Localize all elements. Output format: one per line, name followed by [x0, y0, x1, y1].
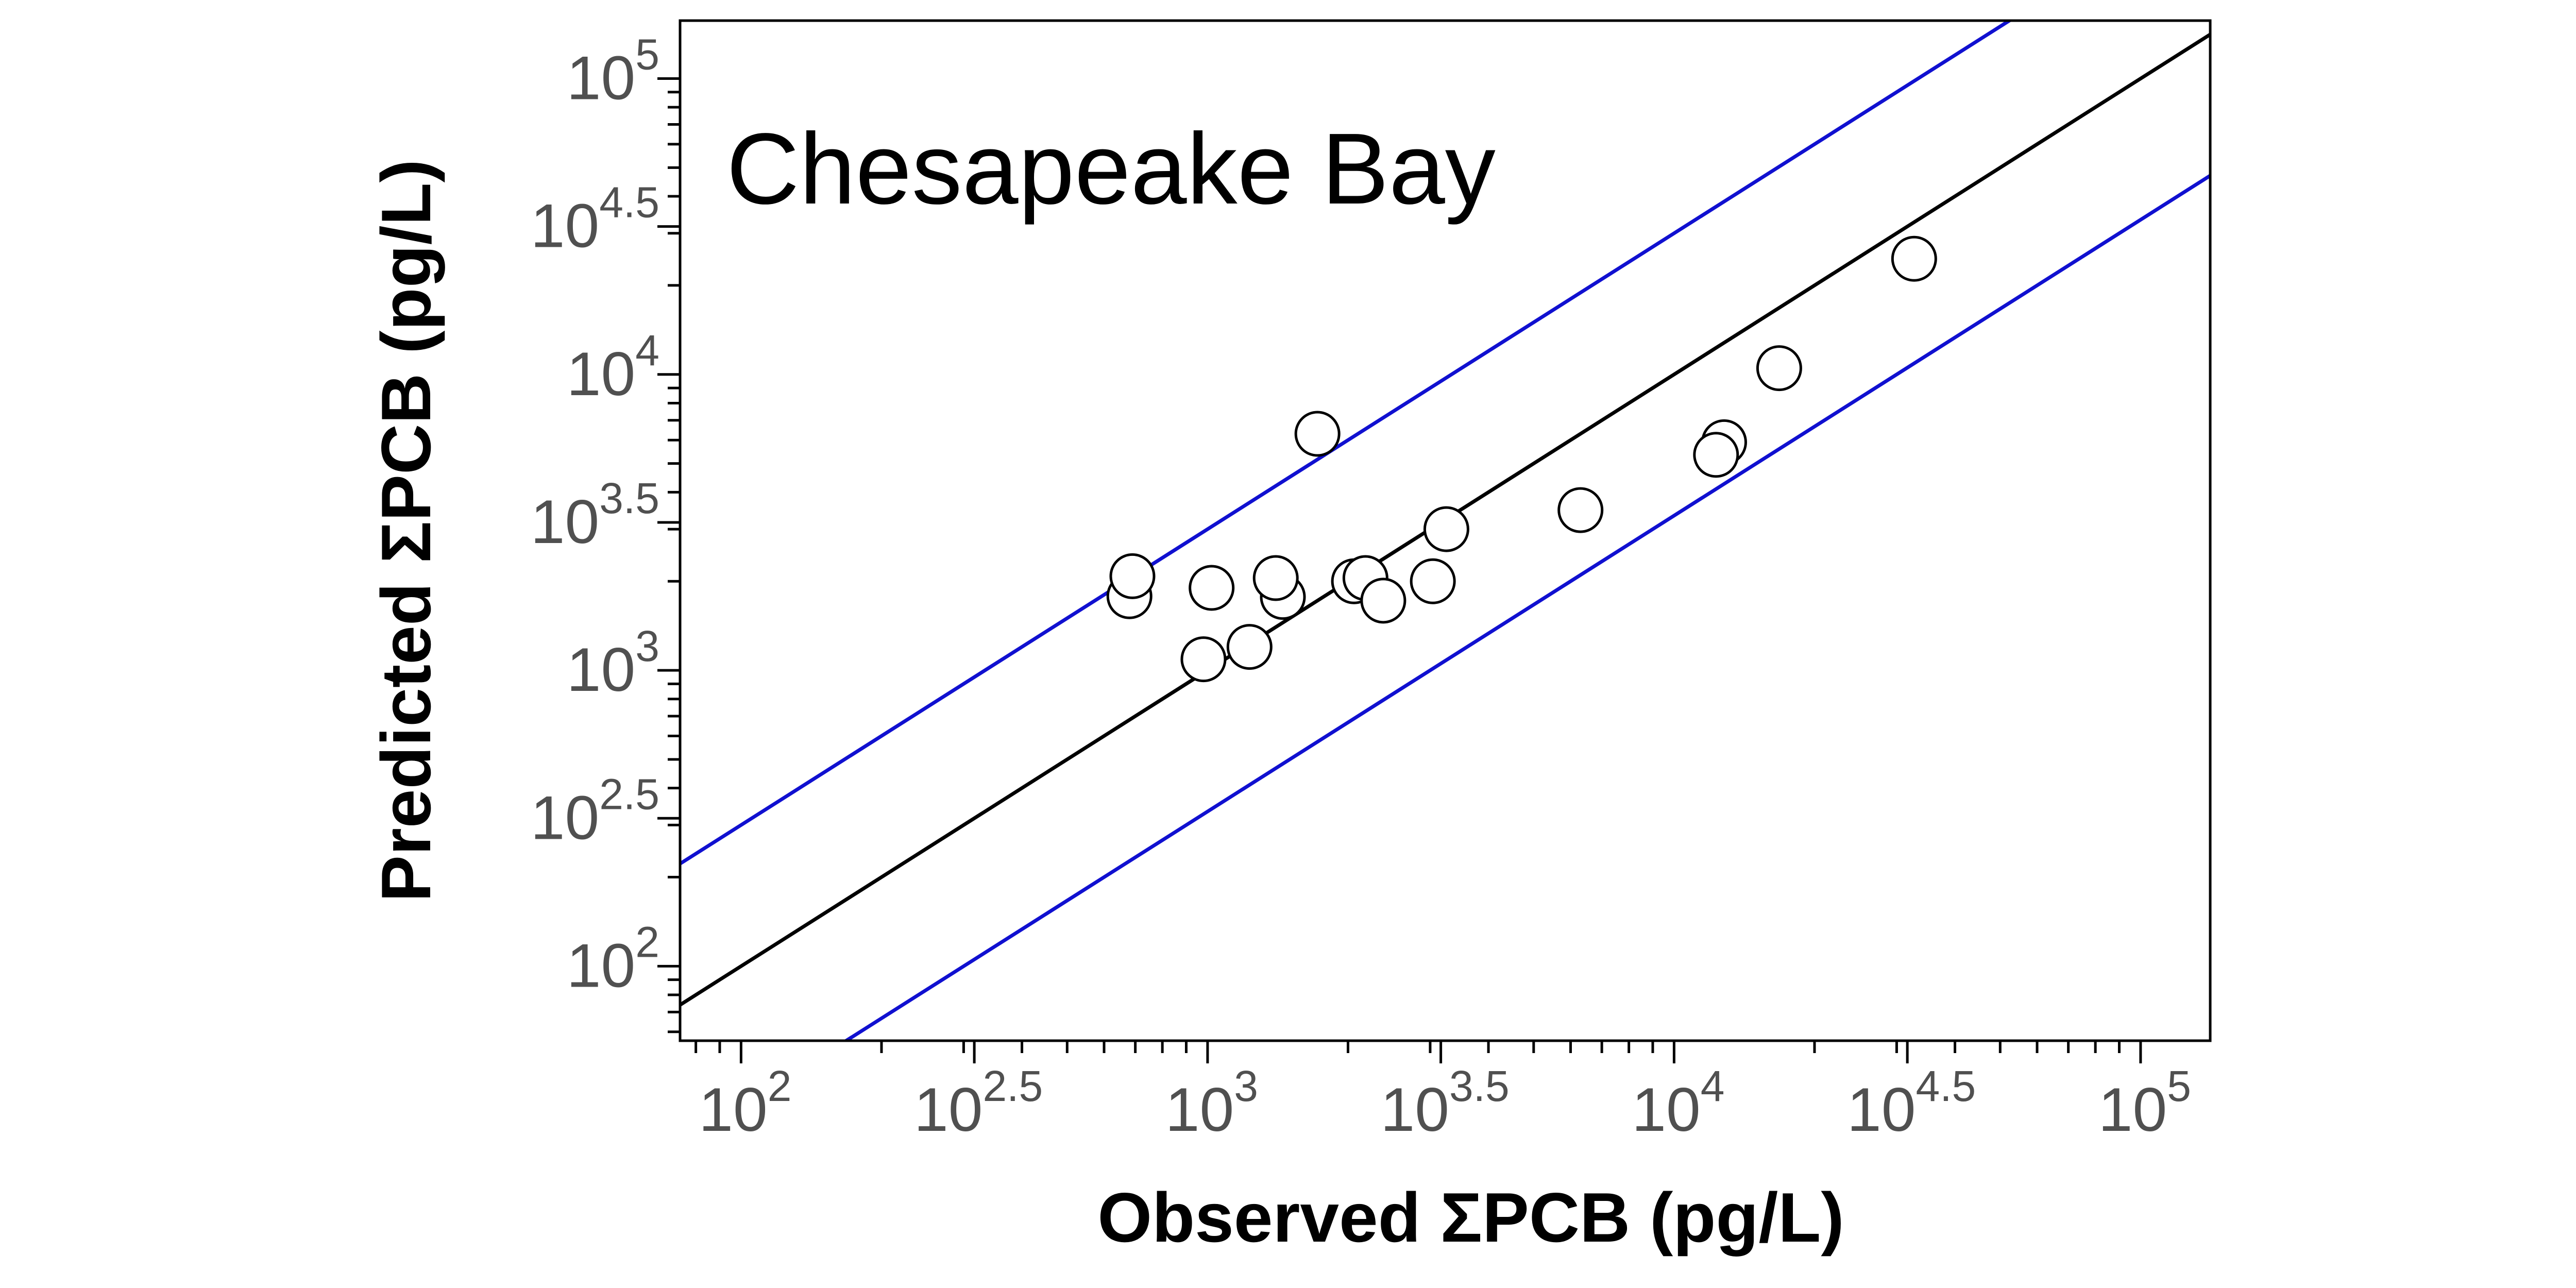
reference-line-lower — [842, 174, 2210, 1041]
plot-frame — [679, 19, 2212, 1042]
data-points — [1106, 235, 1937, 683]
y-axis: 102 102.5 103 103.5 104 104.5 105 — [531, 30, 680, 1033]
x-tick-label: 103 — [1165, 1062, 1258, 1144]
y-tick-label: 104 — [567, 326, 659, 409]
y-tick-label: 102.5 — [531, 770, 659, 852]
x-tick-label: 103.5 — [1380, 1062, 1509, 1144]
y-tick-label: 103 — [567, 622, 659, 704]
x-tick-label: 105 — [2098, 1062, 2191, 1144]
data-point-4 — [1189, 565, 1235, 611]
data-point-3 — [1180, 636, 1227, 683]
data-point-16 — [1693, 432, 1739, 478]
x-tick-label: 104 — [1632, 1062, 1724, 1144]
data-point-8 — [1294, 411, 1341, 457]
y-tick-label: 104.5 — [531, 178, 659, 261]
reference-line-upper — [680, 21, 2013, 866]
y-axis-label: Predicted ΣPCB (pg/L) — [367, 159, 445, 902]
data-point-17 — [1756, 345, 1802, 392]
chart-title: Chesapeake Bay — [726, 112, 1496, 225]
x-axis: 102 102.5 103 103.5 104 104.5 105 — [694, 1041, 2191, 1144]
data-point-13 — [1423, 506, 1469, 552]
y-tick-label: 105 — [567, 30, 659, 113]
x-tick-label: 102 — [699, 1062, 791, 1144]
data-point-2 — [1109, 553, 1156, 599]
data-point-12 — [1410, 558, 1456, 604]
y-tick-label: 103.5 — [531, 474, 659, 556]
x-tick-label: 102.5 — [914, 1062, 1043, 1144]
data-point-18 — [1891, 235, 1937, 282]
x-tick-label: 104.5 — [1847, 1062, 1976, 1144]
x-axis-label: Observed ΣPCB (pg/L) — [1097, 1178, 1844, 1257]
data-point-7 — [1252, 555, 1299, 601]
y-tick-label: 102 — [567, 918, 659, 1000]
data-point-5 — [1226, 624, 1273, 670]
data-point-14 — [1557, 487, 1604, 533]
data-point-11 — [1360, 578, 1406, 624]
